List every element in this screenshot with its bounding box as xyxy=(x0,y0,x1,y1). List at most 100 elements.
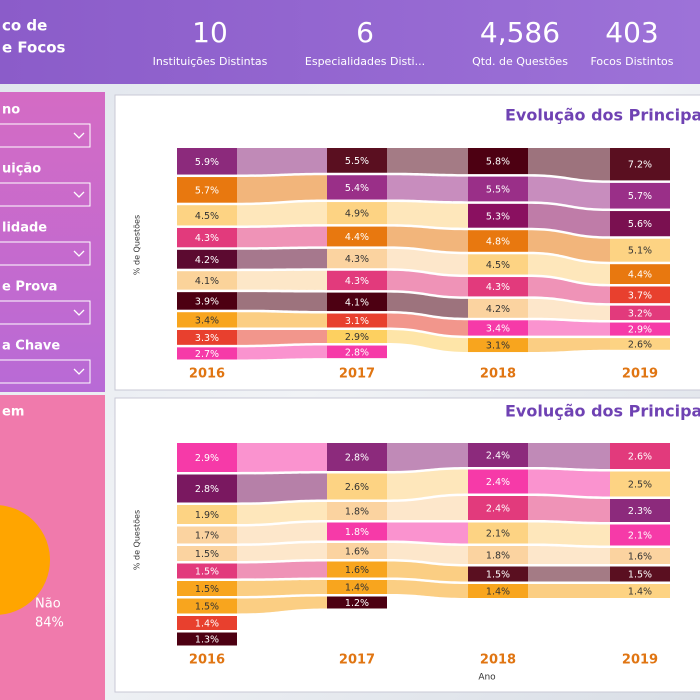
ribbon xyxy=(387,202,468,228)
segment xyxy=(327,313,387,328)
filter-label: no xyxy=(2,103,20,118)
ribbon xyxy=(387,496,468,520)
ribbon xyxy=(387,522,468,544)
ribbon xyxy=(237,312,327,328)
data-label: 2.6% xyxy=(345,482,369,493)
dropdown-chevron xyxy=(73,368,85,375)
ribbon xyxy=(237,596,327,614)
data-label: 1.5% xyxy=(195,602,219,613)
filter-dropdown[interactable] xyxy=(0,300,91,325)
data-label: 2.1% xyxy=(628,531,652,542)
segment xyxy=(327,270,387,291)
ribbon xyxy=(528,584,610,598)
data-label: 5.3% xyxy=(486,211,510,222)
pie-value: 84% xyxy=(35,616,64,631)
filter-dropdown[interactable] xyxy=(0,241,91,266)
data-label: 1.4% xyxy=(486,587,510,598)
ribbon xyxy=(387,148,468,175)
segment xyxy=(177,205,237,226)
segment xyxy=(327,561,387,578)
data-label: 1.5% xyxy=(195,549,219,560)
segment xyxy=(610,305,670,321)
data-label: 4.4% xyxy=(628,270,652,281)
ribbon xyxy=(237,543,327,561)
ribbon xyxy=(387,443,468,471)
pie-slice xyxy=(0,505,51,615)
segment xyxy=(610,211,670,237)
ribbon xyxy=(528,176,610,209)
filter-label: e Prova xyxy=(2,280,57,295)
data-label: 5.7% xyxy=(628,191,652,202)
segment xyxy=(610,338,670,350)
filter-label: lidade xyxy=(2,221,47,236)
filter-dropdown[interactable] xyxy=(0,182,91,207)
kpi-label: Focos Distintos xyxy=(590,55,673,68)
ribbon xyxy=(237,330,327,345)
data-label: 5.8% xyxy=(486,157,510,168)
data-label: 4.2% xyxy=(195,255,219,266)
ribbon xyxy=(528,148,610,181)
ribbon xyxy=(237,292,327,312)
ribbon xyxy=(237,248,327,269)
ribbon xyxy=(387,313,468,336)
data-label: 1.3% xyxy=(195,635,219,646)
filter-dropdown[interactable] xyxy=(0,123,91,148)
data-label: 3.9% xyxy=(195,296,219,307)
segment xyxy=(610,322,670,336)
data-label: 4.5% xyxy=(195,211,219,222)
data-label: 1.8% xyxy=(345,507,369,518)
data-label: 4.3% xyxy=(345,276,369,287)
ribbon xyxy=(237,522,327,544)
segment xyxy=(468,254,528,275)
header-band xyxy=(0,0,700,84)
segment xyxy=(468,566,528,582)
dropdown-chevron xyxy=(73,309,85,316)
dropdown-chevron xyxy=(73,250,85,257)
data-label: 1.9% xyxy=(195,510,219,521)
ribbon xyxy=(528,469,610,497)
ribbon xyxy=(237,580,327,596)
ribbon xyxy=(237,561,327,579)
kpi-label: Instituições Distintas xyxy=(153,55,268,68)
category-label: 2016 xyxy=(189,367,225,382)
ribbon xyxy=(387,543,468,564)
segment xyxy=(468,443,528,467)
data-label: 2.5% xyxy=(628,480,652,491)
segment xyxy=(468,277,528,297)
segment xyxy=(327,596,387,609)
data-label: 3.1% xyxy=(486,341,510,352)
category-label: 2016 xyxy=(189,653,225,668)
segment xyxy=(177,347,237,360)
data-label: 5.5% xyxy=(486,184,510,195)
segment xyxy=(610,148,670,181)
data-label: 2.8% xyxy=(195,484,219,495)
filter-label: a Chave xyxy=(2,339,60,354)
kpi-label: Especialidades Disti... xyxy=(305,55,425,68)
x-axis-label: Ano xyxy=(478,673,496,683)
segment xyxy=(610,182,670,209)
data-label: 3.2% xyxy=(628,308,652,319)
segment xyxy=(177,598,237,614)
filter-dropdown[interactable] xyxy=(0,359,91,384)
segment xyxy=(177,227,237,248)
segment xyxy=(610,264,670,284)
ribbon xyxy=(528,277,610,304)
data-label: 2.3% xyxy=(628,506,652,517)
segment xyxy=(468,320,528,336)
ribbon xyxy=(528,254,610,284)
data-label: 2.6% xyxy=(628,452,652,463)
kpi-value: 6 xyxy=(356,16,374,49)
ribbon xyxy=(528,230,610,262)
chart-title: Evolução dos Principais xyxy=(505,402,700,421)
data-label: 1.8% xyxy=(345,527,369,538)
data-label: 5.5% xyxy=(345,156,369,167)
ribbon xyxy=(528,320,610,336)
pie-section-title: em xyxy=(2,405,24,420)
data-label: 2.9% xyxy=(195,453,219,464)
data-label: 1.4% xyxy=(195,619,219,630)
data-label: 3.4% xyxy=(195,315,219,326)
header-title: e Focos xyxy=(2,39,66,57)
segment xyxy=(327,345,387,359)
data-label: 4.3% xyxy=(345,254,369,265)
